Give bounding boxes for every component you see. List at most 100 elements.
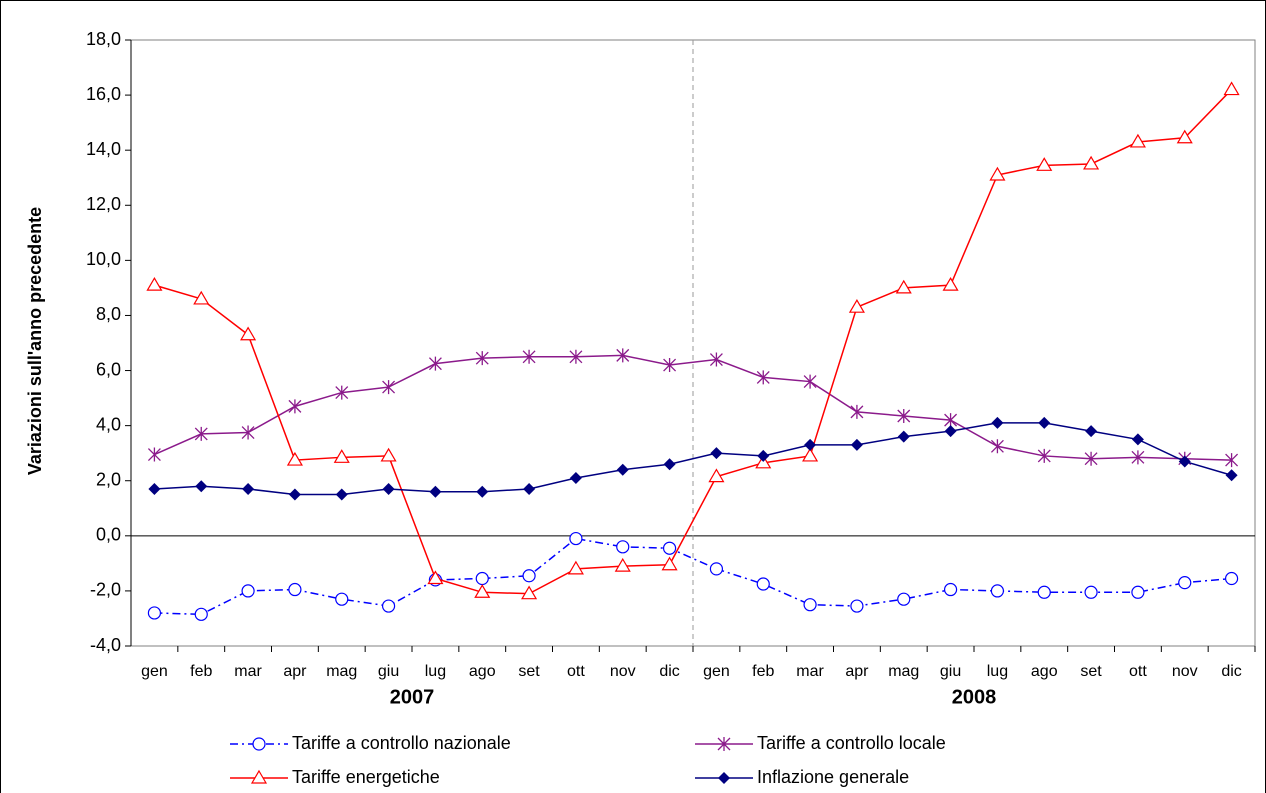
marker	[1084, 451, 1098, 466]
x-tick-label: ott	[1129, 663, 1147, 680]
marker	[804, 438, 817, 451]
marker	[850, 404, 864, 419]
marker	[943, 582, 958, 597]
y-tick-label: 2,0	[96, 469, 121, 489]
marker	[1178, 455, 1191, 468]
marker	[616, 348, 630, 363]
marker	[476, 485, 489, 498]
x-tick-label: nov	[610, 663, 636, 680]
x-tick-label: giu	[378, 663, 399, 680]
marker	[381, 599, 396, 613]
marker	[991, 416, 1004, 429]
legend-label: Inflazione generale	[757, 767, 909, 787]
x-tick-label: mag	[888, 663, 919, 680]
marker	[662, 541, 677, 555]
marker	[1083, 155, 1100, 170]
marker	[569, 531, 583, 546]
x-tick-label: gen	[703, 663, 730, 680]
marker	[288, 582, 302, 597]
marker	[1129, 133, 1146, 148]
marker	[897, 592, 911, 606]
marker	[708, 468, 725, 483]
x-tick-label: gen	[141, 663, 168, 680]
y-tick-label: 16,0	[86, 84, 121, 104]
y-tick-label: 8,0	[96, 304, 121, 324]
y-tick-label: 0,0	[96, 525, 121, 545]
marker	[990, 439, 1004, 454]
marker	[803, 374, 817, 389]
marker	[475, 351, 489, 366]
y-tick-label: 12,0	[86, 194, 121, 214]
marker	[250, 769, 268, 784]
marker	[241, 425, 255, 440]
marker	[990, 584, 1005, 598]
x-tick-label: apr	[845, 663, 869, 680]
marker	[1176, 129, 1193, 144]
marker	[569, 471, 582, 484]
marker	[757, 449, 770, 462]
x-tick-label: giu	[940, 663, 961, 680]
marker	[569, 349, 583, 364]
series-line	[154, 354, 1232, 461]
marker	[288, 488, 301, 501]
marker	[333, 449, 350, 463]
x-tick-label: set	[1080, 663, 1102, 680]
marker	[522, 569, 536, 583]
marker	[335, 488, 348, 501]
marker	[1131, 585, 1145, 599]
marker	[709, 352, 723, 367]
marker	[193, 290, 210, 305]
x-tick-label: lug	[987, 663, 1008, 680]
marker	[335, 385, 349, 400]
marker	[897, 408, 911, 423]
marker	[194, 426, 208, 441]
legend-label: Tariffe a controllo locale	[757, 733, 946, 753]
marker	[1036, 157, 1053, 171]
series-line	[154, 422, 1232, 496]
x-tick-label: ago	[1031, 663, 1058, 680]
marker	[288, 399, 302, 414]
x-tick-label: feb	[190, 663, 212, 680]
marker	[661, 556, 678, 571]
marker	[146, 276, 163, 291]
marker	[147, 447, 161, 462]
marker	[895, 279, 912, 294]
marker	[1037, 448, 1051, 463]
y-tick-label: 10,0	[86, 249, 121, 269]
y-tick-label: 14,0	[86, 139, 121, 159]
legend-label: Tariffe a controllo nazionale	[292, 733, 511, 753]
marker	[1225, 453, 1239, 468]
marker	[1084, 585, 1098, 599]
x-tick-label: apr	[283, 663, 307, 680]
marker	[286, 451, 303, 466]
marker	[1225, 469, 1238, 482]
marker	[944, 413, 958, 428]
x-tick-label: feb	[752, 663, 774, 680]
x-tick-label: dic	[1221, 663, 1241, 680]
marker	[802, 447, 819, 462]
marker	[616, 463, 629, 476]
group-label: 2008	[952, 686, 997, 708]
x-tick-label: mar	[796, 663, 824, 680]
marker	[1131, 433, 1144, 446]
marker	[382, 482, 395, 495]
x-tick-label: lug	[425, 663, 446, 680]
marker	[663, 358, 677, 373]
marker	[241, 584, 255, 598]
y-tick-label: -2,0	[90, 580, 121, 600]
y-tick-label: 4,0	[96, 414, 121, 434]
x-tick-label: dic	[659, 663, 679, 680]
x-tick-label: nov	[1172, 663, 1198, 680]
marker	[428, 356, 442, 371]
x-tick-label: ago	[469, 663, 496, 680]
marker	[710, 447, 723, 460]
legend-label: Tariffe energetiche	[292, 767, 440, 787]
marker	[614, 557, 631, 572]
marker	[475, 571, 489, 586]
marker	[848, 299, 865, 313]
marker	[195, 480, 208, 493]
marker	[1223, 81, 1240, 96]
marker	[380, 447, 397, 462]
y-tick-label: 18,0	[86, 29, 121, 49]
